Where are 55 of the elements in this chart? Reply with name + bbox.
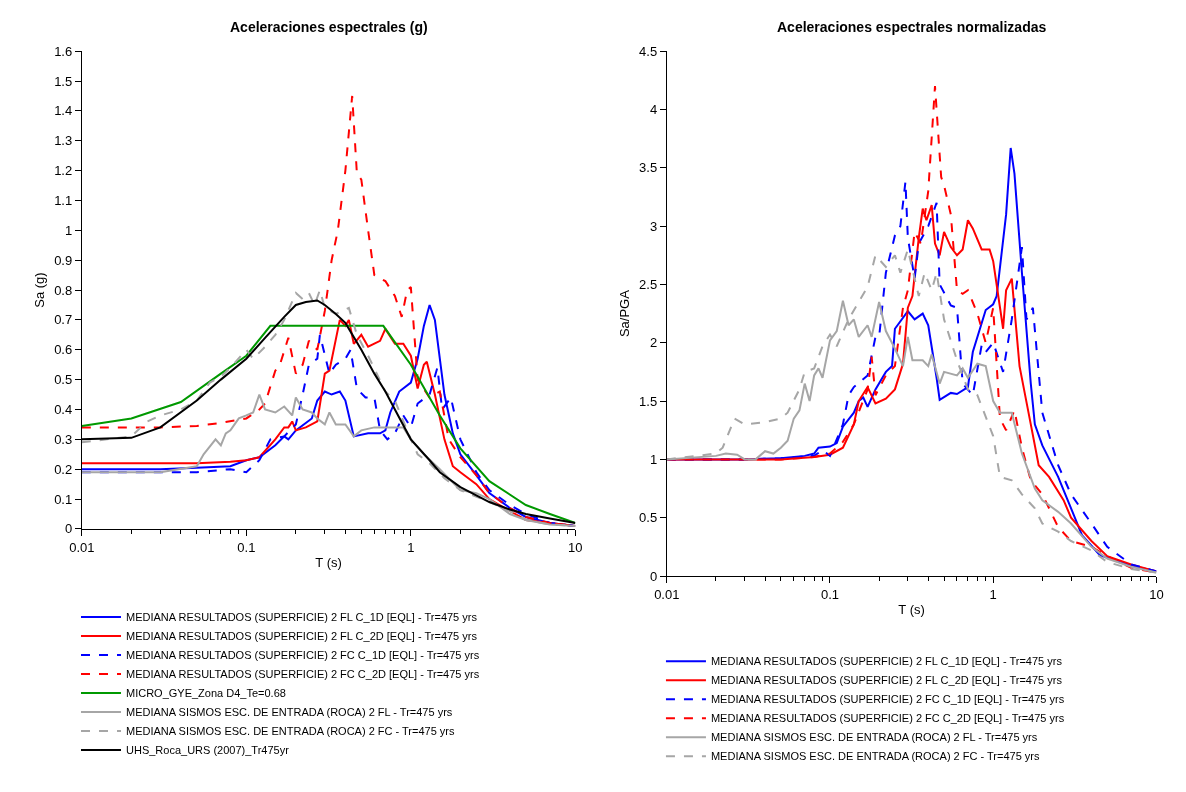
y-tick-label: 1 xyxy=(649,451,658,467)
y-tick-label: 0.5 xyxy=(639,510,658,526)
y-tick-label: 1.6 xyxy=(54,43,73,59)
legend-label: MEDIANA RESULTADOS (SUPERFICIE) 2 FL C_1D [EQL] - Tr=475 yrs xyxy=(125,611,478,624)
y-tick-label: 1.5 xyxy=(639,393,658,409)
y-tick-label: 0.1 xyxy=(54,491,73,507)
y-tick-label: 0.3 xyxy=(54,431,73,447)
legend-label: MEDIANA SISMOS ESC. DE ENTRADA (ROCA) 2 FC - Tr=475 yrs xyxy=(710,750,1040,763)
chart-title: Aceleraciones espectrales normalizadas xyxy=(777,19,1047,35)
legend-label: MICRO_GYE_Zona D4_Te=0.68 xyxy=(125,687,286,700)
y-tick-label: 1 xyxy=(64,222,73,238)
y-tick-label: 0.9 xyxy=(54,252,73,268)
legend-label: MEDIANA RESULTADOS (SUPERFICIE) 2 FC C_1D [EQL] - Tr=475 yrs xyxy=(710,693,1065,706)
y-tick-label: 0.6 xyxy=(54,342,73,358)
x-tick-label: 0.01 xyxy=(654,586,680,602)
x-tick-label: 10 xyxy=(568,539,583,555)
legend-label: MEDIANA SISMOS ESC. DE ENTRADA (ROCA) 2 FL - Tr=475 yrs xyxy=(710,731,1038,744)
y-tick-label: 1.1 xyxy=(54,193,73,209)
x-tick-label: 0.01 xyxy=(69,539,95,555)
x-tick-label: 1 xyxy=(407,539,415,555)
y-tick-label: 0.2 xyxy=(54,461,73,477)
y-tick-label: 4.5 xyxy=(639,43,658,59)
chart-title: Aceleraciones espectrales (g) xyxy=(230,19,428,35)
y-tick-label: 0.5 xyxy=(54,372,73,388)
y-tick-label: 2 xyxy=(649,335,658,351)
y-axis-title: Sa/PGA xyxy=(617,289,633,338)
y-tick-label: 1.5 xyxy=(54,73,73,89)
legend-label: MEDIANA RESULTADOS (SUPERFICIE) 2 FL C_2D [EQL] - Tr=475 yrs xyxy=(125,630,478,643)
legend-label: MEDIANA RESULTADOS (SUPERFICIE) 2 FC C_1D [EQL] - Tr=475 yrs xyxy=(125,649,480,662)
y-tick-label: 0 xyxy=(64,521,73,537)
y-axis-title: Sa (g) xyxy=(32,272,48,308)
x-axis-title: T (s) xyxy=(315,555,342,571)
x-tick-label: 10 xyxy=(1149,586,1164,602)
legend-label: MEDIANA RESULTADOS (SUPERFICIE) 2 FC C_2D [EQL] - Tr=475 yrs xyxy=(710,712,1065,725)
y-tick-label: 0.8 xyxy=(54,282,73,298)
legend-label: MEDIANA SISMOS ESC. DE ENTRADA (ROCA) 2 FC - Tr=475 yrs xyxy=(125,725,456,738)
y-tick-label: 1.2 xyxy=(54,163,73,179)
y-tick-label: 3.5 xyxy=(639,160,658,176)
y-tick-label: 3 xyxy=(649,218,658,234)
legend-label: UHS_Roca_URS (2007)_Tr475yr xyxy=(125,744,290,757)
x-tick-label: 0.1 xyxy=(820,586,840,602)
y-tick-label: 4 xyxy=(649,102,658,118)
x-axis-title: T (s) xyxy=(898,602,925,618)
y-tick-label: 2.5 xyxy=(639,276,658,292)
y-tick-label: 0 xyxy=(649,568,658,584)
legend-label: MEDIANA RESULTADOS (SUPERFICIE) 2 FL C_1D [EQL] - Tr=475 yrs xyxy=(710,655,1063,668)
y-tick-label: 1.3 xyxy=(54,133,73,149)
y-tick-label: 1.4 xyxy=(54,103,73,119)
legend-label: MEDIANA SISMOS ESC. DE ENTRADA (ROCA) 2 FL - Tr=475 yrs xyxy=(125,706,453,719)
legend-label: MEDIANA RESULTADOS (SUPERFICIE) 2 FL C_2D [EQL] - Tr=475 yrs xyxy=(710,674,1063,687)
y-tick-label: 0.4 xyxy=(54,402,73,418)
legend-label: MEDIANA RESULTADOS (SUPERFICIE) 2 FC C_2D [EQL] - Tr=475 yrs xyxy=(125,668,480,681)
x-tick-label: 1 xyxy=(989,586,997,602)
y-tick-label: 0.7 xyxy=(54,312,73,328)
x-tick-label: 0.1 xyxy=(237,539,256,555)
